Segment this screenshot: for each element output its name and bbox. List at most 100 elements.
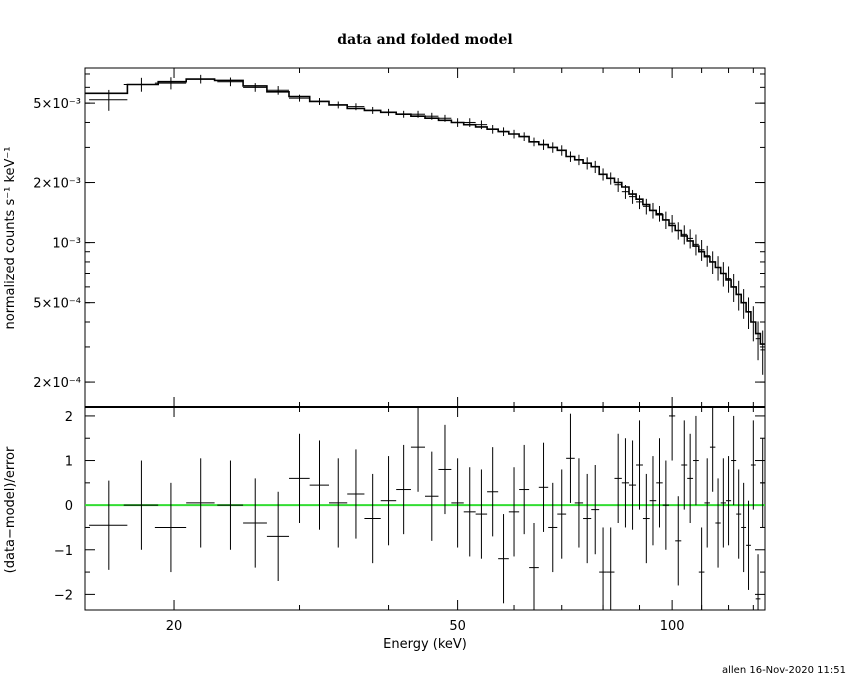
data-point: [410, 110, 425, 118]
data-point: [508, 129, 520, 139]
data-point: [557, 145, 567, 156]
y-tick-label: 2×10⁻³: [33, 177, 81, 192]
residual-point: [746, 500, 751, 590]
data-point: [243, 83, 267, 92]
residual-point: [693, 415, 699, 506]
data-point: [380, 108, 397, 116]
data-point: [186, 74, 215, 84]
residual-point: [736, 469, 742, 559]
residual-point: [583, 473, 592, 564]
data-point: [621, 184, 630, 199]
residual-point: [557, 469, 567, 559]
residual-point: [656, 438, 663, 528]
data-point: [681, 225, 688, 245]
data-point: [629, 189, 637, 204]
y-tick-label: 10⁻³: [52, 237, 81, 252]
footer-stamp: allen 16-Nov-2020 11:51: [722, 665, 846, 676]
data-point: [636, 195, 643, 210]
residual-point: [123, 460, 159, 550]
data-point: [396, 110, 411, 118]
residual-point: [154, 482, 187, 573]
data-point: [755, 321, 761, 361]
residual-point: [243, 478, 267, 568]
data-point: [720, 262, 726, 287]
model-step-line: [85, 78, 765, 345]
residual-point: [309, 440, 330, 530]
residual-point: [574, 458, 584, 548]
residual-point: [669, 407, 676, 461]
data-point: [715, 256, 721, 281]
residual-point: [566, 413, 575, 503]
data-point: [656, 205, 663, 222]
data-point: [642, 198, 650, 215]
residual-point: [731, 415, 737, 506]
residual-point: [715, 478, 721, 568]
residual-point: [621, 438, 630, 528]
residual-point: [548, 482, 558, 573]
data-point: [709, 251, 716, 275]
residual-point: [438, 424, 452, 515]
y-tick-label: 5×10⁻³: [33, 97, 81, 112]
y-tick-label: 0: [65, 499, 73, 514]
y-tick-label: 2: [65, 410, 73, 425]
residual-point: [750, 420, 756, 510]
data-point: [123, 77, 159, 92]
data-point: [741, 289, 747, 319]
residual-point: [380, 456, 397, 546]
top-series: [85, 74, 765, 375]
residual-point: [741, 482, 747, 573]
residual-point: [649, 456, 657, 546]
residual-point: [451, 458, 464, 548]
chart-title: data and folded model: [337, 32, 512, 48]
residual-point: [396, 444, 411, 535]
data-point: [364, 106, 381, 114]
data-point: [731, 274, 737, 302]
data-point: [736, 280, 742, 311]
residual-point: [591, 465, 600, 555]
data-point: [463, 118, 476, 127]
data-point: [89, 89, 128, 111]
residual-point: [642, 473, 650, 564]
residual-point: [519, 444, 530, 535]
residual-point: [636, 420, 643, 510]
residual-point: [410, 407, 425, 492]
data-point: [591, 160, 600, 174]
residual-point: [725, 456, 732, 546]
data-point: [548, 142, 558, 153]
residual-point: [681, 420, 688, 510]
data-point: [329, 101, 348, 109]
residual-point: [266, 491, 290, 581]
data-point: [519, 132, 530, 142]
bottom-y-axis-label: (data−model)/error: [3, 446, 18, 573]
data-point: [599, 168, 607, 181]
data-point: [693, 234, 699, 256]
data-point: [487, 125, 499, 134]
data-point: [746, 297, 751, 329]
data-point: [438, 114, 452, 122]
data-point: [669, 215, 676, 233]
spectrum-panel: 5×10⁻³ 2×10⁻³ 10⁻³ 5×10⁻⁴ 2×10⁻⁴: [33, 67, 766, 408]
residual-point: [704, 458, 710, 548]
x-tick-label: 20: [166, 619, 183, 634]
residual-point: [687, 433, 694, 523]
residual-point: [329, 458, 348, 548]
data-point: [154, 77, 187, 90]
data-point: [614, 178, 622, 192]
x-axis-label: Energy (keV): [383, 637, 467, 652]
residual-point: [755, 554, 761, 610]
data-point: [451, 118, 464, 127]
residual-point: [760, 438, 765, 528]
data-point: [266, 86, 290, 95]
data-point: [217, 77, 244, 87]
data-point: [529, 137, 539, 147]
residual-point: [425, 451, 439, 541]
residual-point: [720, 458, 726, 548]
residual-point: [529, 523, 539, 610]
top-y-axis-label: normalized counts s⁻¹ keV⁻¹: [3, 147, 18, 330]
residual-panel: 2 1 0 −1 −2 20 50 100: [54, 406, 766, 634]
residual-point: [463, 467, 476, 557]
data-point: [698, 240, 705, 261]
data-point: [725, 266, 732, 293]
residual-point: [629, 440, 637, 530]
